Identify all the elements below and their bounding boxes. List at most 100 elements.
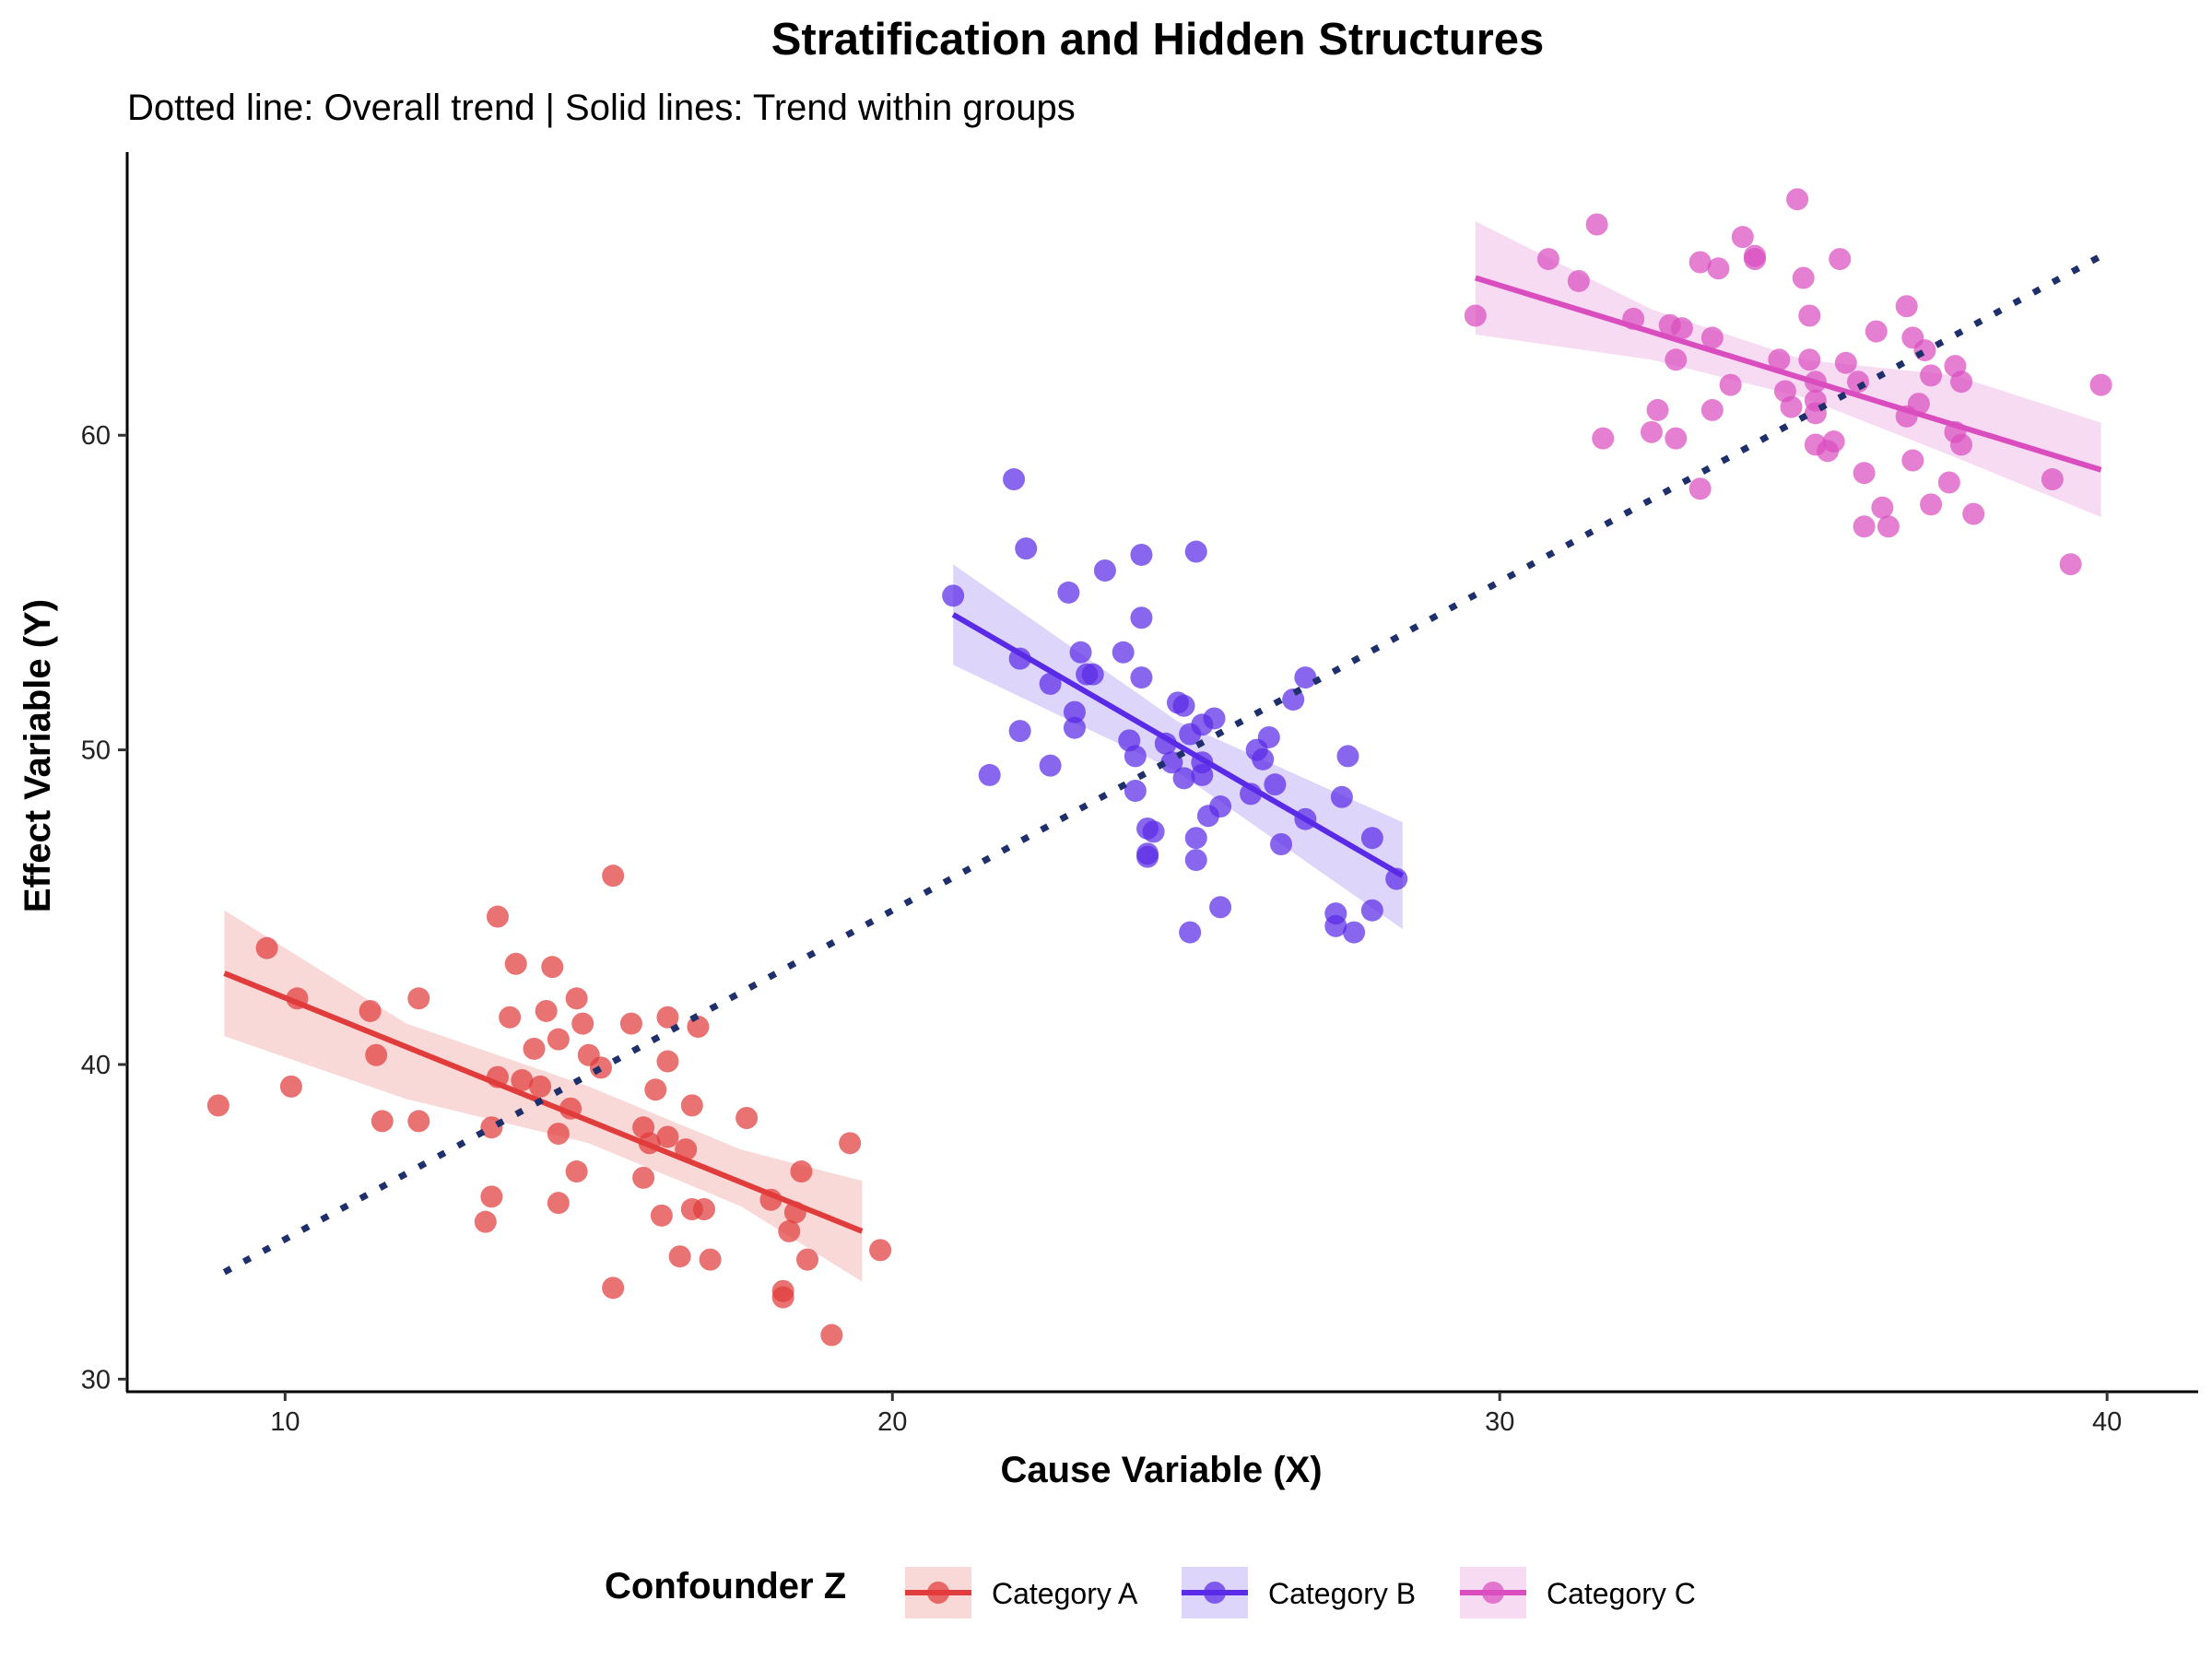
category-a-point [675, 1138, 698, 1161]
category-a-point [504, 952, 527, 975]
category-a-point [783, 1201, 806, 1224]
category-b-point [1081, 663, 1104, 686]
category-b-point [1294, 666, 1317, 689]
category-a-point [206, 1094, 229, 1117]
category-b-point [1360, 827, 1383, 850]
category-c-point [1688, 251, 1712, 274]
x-axis-ticks: 10 20 30 40 [270, 1392, 2122, 1437]
category-c-point [1834, 351, 1857, 374]
category-b-point [1184, 849, 1207, 872]
category-b-point [1252, 747, 1275, 771]
category-a-point [529, 1075, 552, 1098]
category-a-point [680, 1094, 703, 1117]
category-a-point [371, 1110, 394, 1133]
category-a-point [692, 1198, 715, 1221]
category-a-point [759, 1188, 782, 1211]
category-a-point [656, 1050, 679, 1073]
category-c-point [1792, 266, 1815, 289]
category-c-point [1822, 430, 1845, 453]
category-b-point [1324, 914, 1347, 937]
category-b-point [1124, 779, 1147, 802]
category-b-point [1209, 896, 1232, 919]
category-b-point [942, 584, 965, 607]
category-c-point [1950, 371, 1973, 394]
category-c-point [2089, 373, 2112, 396]
category-a-point [602, 865, 625, 888]
legend-item-category-b: Category B [1182, 1567, 1416, 1618]
category-a-point [565, 987, 588, 1010]
category-a-point [286, 987, 309, 1010]
x-tick-label: 10 [270, 1407, 300, 1437]
category-b-point [1093, 559, 1116, 582]
category-a-point [407, 987, 430, 1010]
category-b-point [1240, 782, 1263, 806]
category-a-point [668, 1245, 691, 1268]
category-c-point [1646, 398, 1669, 421]
category-c-point [1798, 304, 1821, 327]
category-c-point [1901, 449, 1924, 472]
category-a-point [499, 1006, 522, 1029]
category-c-point [1768, 348, 1791, 371]
legend-item-category-a: Category A [905, 1567, 1138, 1618]
legend: Confounder Z Category A Category B Categor… [605, 1566, 1696, 1618]
category-b-point [1003, 468, 1026, 491]
category-a-point [602, 1277, 625, 1300]
category-b-point [1154, 732, 1177, 755]
category-b-point [1184, 540, 1207, 563]
x-axis-title: Cause Variable (X) [1000, 1450, 1322, 1490]
category-c-point [1913, 339, 1936, 362]
category-c-point [1920, 493, 1943, 516]
category-a-point [535, 999, 558, 1022]
category-b-point [1343, 921, 1366, 944]
category-b-point [1015, 537, 1038, 560]
category-c-point [1707, 257, 1730, 280]
category-c-point [1665, 427, 1688, 450]
category-c-point [1829, 248, 1852, 271]
category-a-point [541, 956, 564, 979]
chart-subtitle: Dotted line: Overall trend | Solid lines… [127, 88, 1076, 128]
category-a-point [656, 1125, 679, 1148]
category-c-point [1853, 462, 1876, 485]
category-b-point [1172, 694, 1195, 717]
category-b-point [1336, 745, 1359, 768]
category-b-point [1172, 767, 1195, 790]
y-axis-ticks: 30 40 50 60 [81, 421, 127, 1394]
category-a-point [632, 1166, 655, 1189]
category-a-point [771, 1286, 794, 1309]
category-a-point [820, 1324, 843, 1347]
category-a-point [839, 1132, 862, 1155]
category-c-point [1950, 433, 1973, 456]
category-c-point [1743, 248, 1766, 271]
category-b-point [1130, 543, 1153, 566]
category-c-point [1700, 326, 1724, 349]
category-b-point [1142, 820, 1165, 843]
category-c-point [1585, 213, 1608, 236]
category-a-point [407, 1110, 430, 1133]
category-c-point [1670, 317, 1693, 340]
category-a-point [486, 905, 509, 928]
category-c-point [1592, 427, 1615, 450]
category-c-confidence-band [1475, 221, 2101, 517]
category-c-point [1719, 373, 1742, 396]
category-a-point [638, 1132, 661, 1155]
category-b-point [1008, 720, 1031, 743]
y-tick-label: 30 [81, 1365, 111, 1394]
category-a-point [547, 1192, 570, 1215]
category-b-point [1264, 773, 1287, 796]
category-c-point [1700, 398, 1724, 421]
category-c-point [1907, 393, 1930, 416]
category-a-point [589, 1056, 612, 1079]
category-b-point [1063, 716, 1086, 739]
category-b-point [1039, 672, 1062, 695]
category-b-point [1191, 763, 1214, 786]
category-a-point [571, 1012, 594, 1035]
category-c-point [1846, 371, 1869, 394]
category-b-point [1130, 666, 1153, 689]
x-tick-label: 20 [877, 1407, 907, 1437]
category-a-point [480, 1185, 503, 1208]
category-b-point [1008, 647, 1031, 670]
category-c-point [1877, 515, 1900, 538]
category-b-point [1209, 795, 1232, 818]
category-a-point [359, 999, 382, 1022]
